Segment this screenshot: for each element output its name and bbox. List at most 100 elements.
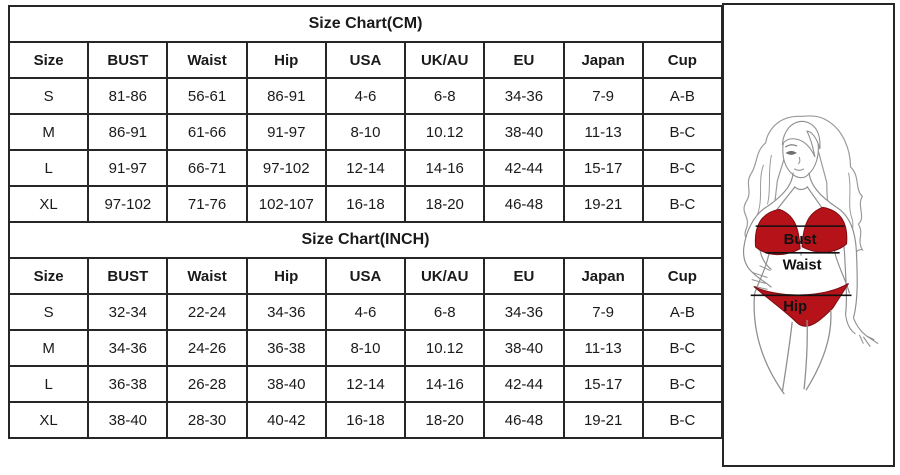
cell: 56-61	[166, 77, 248, 115]
column-header: Japan	[562, 41, 644, 79]
cell: B-C	[641, 185, 724, 223]
cell: 34-36	[483, 77, 565, 115]
right-hand	[845, 314, 879, 347]
column-header: BUST	[87, 257, 169, 295]
cell: 38-40	[483, 113, 565, 151]
cell: 15-17	[562, 149, 644, 187]
cell: 4-6	[324, 293, 407, 331]
cell: 86-91	[245, 77, 327, 115]
cell: 4-6	[324, 77, 407, 115]
cell: 14-16	[404, 365, 486, 403]
column-header: Hip	[245, 257, 327, 295]
cell: 46-48	[483, 185, 565, 223]
column-header: EU	[483, 257, 565, 295]
cell: 38-40	[483, 329, 565, 367]
column-header: Waist	[166, 257, 248, 295]
size-chart-table: Size Chart(CM) Size BUST Waist Hip USA UK/AU EU…	[7, 5, 724, 439]
table-row: M 86-91 61-66 91-97 8-10 10.12 38-40 11-13 B-C	[7, 113, 724, 151]
left-hand-fingers	[751, 265, 771, 290]
cell: S	[7, 77, 90, 115]
cell: B-C	[641, 365, 724, 403]
hair-fringe	[781, 120, 821, 158]
figure-illustration: Bust Waist Hip	[742, 115, 879, 395]
waist-label: Waist	[783, 258, 822, 274]
column-header: USA	[324, 41, 407, 79]
cell: 38-40	[87, 401, 169, 439]
column-header: Size	[7, 257, 90, 295]
column-header: Hip	[245, 41, 327, 79]
cell: 19-21	[562, 401, 644, 439]
cell: 10.12	[404, 113, 486, 151]
cell: 24-26	[166, 329, 248, 367]
cell: 22-24	[166, 293, 248, 331]
cell: 40-42	[245, 401, 327, 439]
column-header: Cup	[641, 257, 724, 295]
figure-panel: Bust Waist Hip	[722, 3, 895, 467]
cell: 86-91	[87, 113, 169, 151]
cell: 61-66	[166, 113, 248, 151]
column-header: Cup	[641, 41, 724, 79]
cell: A-B	[641, 293, 724, 331]
cell: L	[7, 365, 90, 403]
neck-shoulders	[767, 172, 837, 208]
table-row: S 32-34 22-24 34-36 4-6 6-8 34-36 7-9 A-B	[7, 293, 724, 331]
cell: 66-71	[166, 149, 248, 187]
cell: 16-18	[324, 185, 407, 223]
cell: 102-107	[245, 185, 327, 223]
table-row: L 91-97 66-71 97-102 12-14 14-16 42-44 15-17 B-C	[7, 149, 724, 187]
table-row: M 34-36 24-26 36-38 8-10 10.12 38-40 11-13 B-C	[7, 329, 724, 367]
cell: 46-48	[483, 401, 565, 439]
cell: 28-30	[166, 401, 248, 439]
table-title: Size Chart(CM)	[8, 5, 723, 43]
cell: 91-97	[245, 113, 327, 151]
cell: 97-102	[87, 185, 169, 223]
cell: 19-21	[562, 185, 644, 223]
cell: 36-38	[245, 329, 327, 367]
header-row: Size BUST Waist Hip USA UK/AU EU Japan Cup	[7, 257, 724, 295]
header-row: Size BUST Waist Hip USA UK/AU EU Japan Cup	[7, 41, 724, 79]
column-header: EU	[483, 41, 565, 79]
cell: 36-38	[87, 365, 169, 403]
table-row: XL 97-102 71-76 102-107 16-18 18-20 46-48 19-21…	[7, 185, 724, 223]
cell: 6-8	[404, 77, 486, 115]
cell: 11-13	[562, 113, 644, 151]
cell: 26-28	[166, 365, 248, 403]
table-title-row: Size Chart(INCH)	[8, 221, 723, 259]
cell: 14-16	[404, 149, 486, 187]
table-title-row: Size Chart(CM)	[8, 5, 723, 43]
cell: 8-10	[324, 329, 407, 367]
cell: L	[7, 149, 90, 187]
cell: S	[7, 293, 90, 331]
cell: 7-9	[562, 77, 644, 115]
cell: 34-36	[87, 329, 169, 367]
cell: 8-10	[324, 113, 407, 151]
column-header: BUST	[87, 41, 169, 79]
column-header: UK/AU	[404, 257, 486, 295]
column-header: Japan	[562, 257, 644, 295]
cell: 38-40	[245, 365, 327, 403]
cell: 6-8	[404, 293, 486, 331]
cell: B-C	[641, 401, 724, 439]
cell: M	[7, 113, 90, 151]
cell: 71-76	[166, 185, 248, 223]
table-row: L 36-38 26-28 38-40 12-14 14-16 42-44 15-17 B-C	[7, 365, 724, 403]
legs	[753, 293, 832, 395]
cell: 10.12	[404, 329, 486, 367]
cell: 34-36	[245, 293, 327, 331]
cell: 42-44	[483, 149, 565, 187]
eye	[785, 150, 797, 155]
column-header: Size	[7, 41, 90, 79]
table-row: S 81-86 56-61 86-91 4-6 6-8 34-36 7-9 A-B	[7, 77, 724, 115]
cell: 16-18	[324, 401, 407, 439]
cell: XL	[7, 401, 90, 439]
cell: 81-86	[87, 77, 169, 115]
column-header: Waist	[166, 41, 248, 79]
cell: 18-20	[404, 401, 486, 439]
nose	[797, 156, 801, 165]
lips	[793, 168, 805, 171]
cell: A-B	[641, 77, 724, 115]
cell: M	[7, 329, 90, 367]
table-title: Size Chart(INCH)	[8, 221, 723, 259]
column-header: UK/AU	[404, 41, 486, 79]
